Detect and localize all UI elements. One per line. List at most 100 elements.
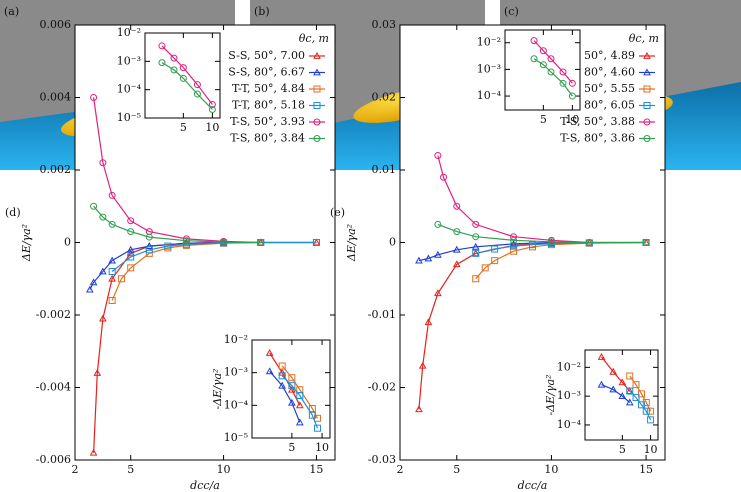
marker [625, 387, 634, 394]
marker [559, 68, 567, 76]
legend-label: T-S, 50°, 3.93 [230, 115, 305, 128]
series-line [93, 205, 261, 244]
marker [99, 159, 107, 167]
series-line [161, 62, 213, 110]
marker [90, 94, 98, 101]
marker [643, 135, 651, 142]
marker [145, 233, 153, 241]
y-tick-label: 10⁻² [224, 333, 248, 346]
marker [158, 42, 166, 50]
marker [415, 256, 423, 264]
marker [93, 368, 102, 376]
marker [313, 102, 321, 109]
marker [220, 238, 228, 246]
marker [145, 228, 153, 236]
marker [642, 399, 650, 407]
marker [127, 217, 135, 225]
legend-label: T-S, 80°, 3.86 [560, 132, 635, 145]
marker [491, 245, 499, 253]
panel-label: (b) [254, 5, 270, 18]
marker [547, 68, 555, 76]
series-line [437, 155, 590, 244]
marker [585, 239, 593, 246]
x-tick-label: 5 [619, 443, 626, 456]
plot-frame [251, 339, 331, 439]
marker [434, 289, 442, 297]
marker [127, 228, 135, 236]
marker [597, 380, 606, 388]
x-tick-label: 5 [127, 463, 134, 476]
y-tick-label: -0.02 [368, 381, 396, 394]
y-tick-label: 0.004 [40, 91, 72, 104]
x-tick-label: 10 [315, 441, 329, 454]
y-tick-label: 10⁻⁴ [117, 83, 142, 96]
legend-label: T-S, 80°, 3.84 [230, 132, 305, 145]
marker [597, 352, 606, 360]
marker [108, 297, 116, 304]
marker [117, 275, 125, 283]
plot-frame [399, 24, 666, 461]
series-line [93, 97, 261, 244]
marker [547, 55, 555, 63]
x-tick-label: 5 [180, 121, 187, 134]
x-tick-label: 10 [544, 463, 558, 476]
marker [313, 135, 321, 142]
marker [295, 418, 304, 426]
y-tick-label: 0 [389, 236, 396, 249]
y-tick-label: 10⁻⁴ [557, 418, 582, 431]
x-tick-label: 5 [540, 113, 547, 126]
panel-label: (a) [4, 5, 19, 18]
marker [99, 267, 107, 275]
series-line [533, 40, 573, 84]
marker [643, 51, 651, 59]
plot-frame [74, 24, 336, 461]
marker [529, 241, 536, 249]
marker [295, 401, 304, 409]
marker [313, 51, 321, 59]
marker [434, 250, 442, 258]
marker [472, 249, 480, 257]
marker [126, 245, 135, 253]
marker [170, 54, 178, 62]
legend-label: S-S, 50°, 7.00 [228, 49, 305, 62]
marker [89, 448, 98, 456]
marker [278, 381, 287, 389]
marker [208, 105, 216, 113]
legend-label: S-S, 80°, 6.67 [228, 66, 305, 79]
inset-chart: 10⁻⁵ 10⁻⁴ 10⁻³ 10⁻² 5 10 [117, 26, 221, 134]
marker [568, 92, 576, 100]
marker [434, 220, 442, 228]
marker [179, 74, 187, 82]
y-tick-label: 10⁻² [117, 26, 141, 39]
marker [539, 47, 547, 55]
marker [642, 407, 650, 415]
y-tick-label: -0.004 [36, 381, 71, 394]
marker [308, 411, 316, 419]
series-layer [597, 352, 655, 424]
marker [313, 424, 321, 432]
marker [424, 254, 433, 262]
marker [568, 79, 576, 87]
x-tick-label: 15 [639, 463, 653, 476]
legend-label: T-S, 50°, 3.88 [560, 115, 635, 128]
y-tick-label: 10⁻³ [117, 54, 141, 67]
legend-title: θc, m [299, 32, 329, 45]
marker [637, 390, 645, 398]
marker [415, 405, 423, 413]
marker [145, 246, 153, 254]
marker [90, 202, 98, 210]
series-layer [415, 152, 650, 413]
y-tick-label: 10⁻³ [477, 62, 501, 75]
series-line [418, 241, 552, 262]
series-layer [86, 94, 321, 456]
marker [453, 228, 461, 236]
marker [632, 381, 640, 389]
marker [626, 372, 634, 380]
marker [86, 285, 94, 293]
marker [164, 242, 172, 250]
marker [170, 66, 178, 74]
marker [643, 118, 651, 126]
x-tick-label: 10 [644, 443, 658, 456]
series-layer [158, 42, 216, 113]
